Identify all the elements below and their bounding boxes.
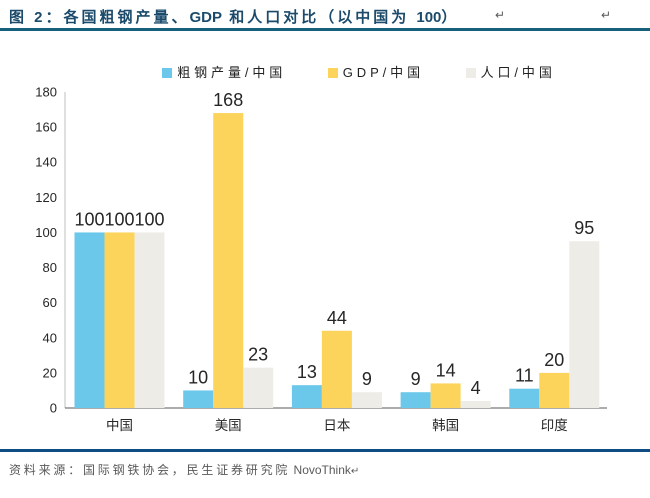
svg-text:中国: 中国 — [106, 418, 133, 433]
svg-text:14: 14 — [436, 360, 456, 380]
svg-text:168: 168 — [213, 90, 243, 110]
svg-text:韩国: 韩国 — [432, 418, 459, 433]
svg-text:10: 10 — [188, 367, 208, 387]
svg-text:100: 100 — [104, 209, 134, 229]
svg-text:100: 100 — [134, 209, 164, 229]
svg-text:180: 180 — [35, 85, 57, 100]
svg-text:140: 140 — [35, 155, 57, 170]
svg-text:20: 20 — [43, 365, 57, 380]
svg-text:80: 80 — [43, 260, 57, 275]
svg-text:120: 120 — [35, 190, 57, 205]
svg-text:23: 23 — [248, 345, 268, 365]
svg-text:44: 44 — [327, 308, 347, 328]
svg-text:100: 100 — [74, 209, 104, 229]
svg-text:9: 9 — [362, 369, 372, 389]
svg-text:160: 160 — [35, 120, 57, 135]
svg-text:0: 0 — [50, 401, 57, 416]
svg-text:印度: 印度 — [541, 418, 568, 433]
svg-text:40: 40 — [43, 330, 57, 345]
svg-text:60: 60 — [43, 295, 57, 310]
svg-text:95: 95 — [574, 218, 594, 238]
svg-text:日本: 日本 — [323, 418, 350, 433]
svg-text:100: 100 — [35, 225, 57, 240]
svg-text:美国: 美国 — [215, 418, 242, 433]
svg-text:9: 9 — [411, 369, 421, 389]
svg-text:11: 11 — [515, 366, 534, 386]
svg-text:20: 20 — [544, 350, 564, 370]
svg-text:13: 13 — [297, 362, 317, 382]
svg-text:4: 4 — [471, 378, 481, 398]
